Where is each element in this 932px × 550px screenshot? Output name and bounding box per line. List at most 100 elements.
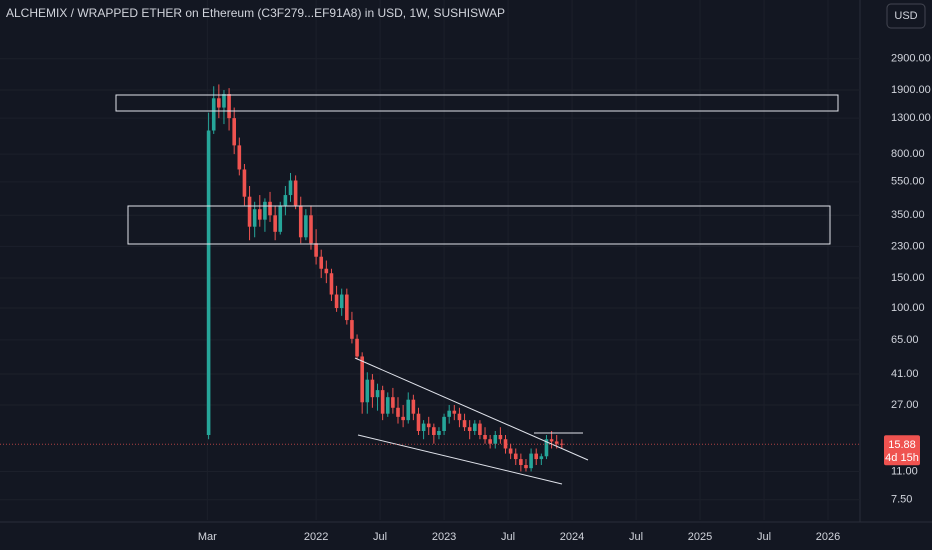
- candle: [304, 209, 308, 241]
- candle-body: [524, 465, 528, 469]
- candle: [549, 430, 554, 449]
- candle: [345, 288, 349, 325]
- candle-body: [211, 98, 216, 131]
- x-tick-label: 2024: [560, 531, 584, 543]
- candle: [324, 260, 329, 284]
- y-tick-label: 7.50: [891, 494, 912, 506]
- x-tick-label: 2025: [688, 531, 712, 543]
- candle-body: [534, 453, 539, 460]
- candle-body: [493, 434, 498, 444]
- candle: [293, 175, 298, 210]
- candle-body: [426, 423, 431, 428]
- x-tick-label: 2023: [432, 531, 456, 543]
- candle-body: [365, 379, 370, 403]
- candle: [472, 420, 477, 435]
- currency-label[interactable]: USD: [894, 10, 917, 22]
- countdown-label: 4d 15h: [885, 452, 919, 464]
- candle-body: [247, 196, 252, 227]
- candle-body: [385, 397, 390, 414]
- candle-body: [252, 209, 257, 227]
- candle: [447, 404, 451, 424]
- candle: [483, 427, 487, 444]
- trend-line: [357, 434, 563, 485]
- y-tick-label: 550.00: [891, 176, 925, 188]
- candle: [529, 448, 533, 472]
- currency-button[interactable]: [886, 3, 926, 29]
- candle: [360, 352, 364, 414]
- candle: [375, 383, 380, 411]
- candle: [273, 205, 277, 241]
- x-tick-label: Jul: [757, 531, 771, 543]
- candle: [237, 137, 242, 176]
- candle: [350, 311, 354, 344]
- candle: [268, 191, 272, 222]
- last-price-label: 15.88: [888, 439, 916, 451]
- candle: [298, 196, 303, 244]
- candle: [319, 249, 324, 279]
- chart-title: ALCHEMIX / WRAPPED ETHER on Ethereum (C3…: [6, 6, 505, 20]
- candle: [242, 163, 247, 206]
- candle-body: [396, 407, 400, 417]
- candle-body: [442, 416, 446, 431]
- candle: [452, 404, 457, 421]
- candle: [416, 407, 421, 435]
- candle: [442, 413, 446, 435]
- candle: [283, 185, 288, 216]
- zone-rectangle: [115, 94, 839, 112]
- candle: [247, 185, 252, 241]
- candle: [217, 84, 221, 119]
- y-tick-label: 65.00: [891, 334, 919, 346]
- candle: [437, 427, 441, 440]
- candle-body: [324, 268, 329, 274]
- candle: [309, 205, 313, 250]
- candle-body: [355, 338, 359, 357]
- candle: [355, 334, 359, 360]
- candle-body: [411, 399, 416, 414]
- candle: [478, 420, 482, 440]
- candle-body: [478, 423, 482, 435]
- candle-body: [457, 413, 462, 421]
- candle-body: [293, 180, 298, 206]
- x-tick-label: Jul: [629, 531, 643, 543]
- last-price-box: [884, 435, 920, 466]
- y-tick-label: 230.00: [891, 240, 925, 252]
- candle-body: [273, 215, 277, 232]
- candle: [385, 392, 390, 417]
- candle-body: [437, 430, 441, 435]
- candle-body: [452, 410, 457, 414]
- candle-body: [257, 209, 262, 220]
- candle-body: [283, 195, 288, 206]
- candle-body: [519, 459, 523, 466]
- candle-body: [447, 410, 451, 417]
- candle-body: [263, 201, 267, 220]
- candle: [365, 372, 370, 414]
- candle: [401, 404, 405, 428]
- candle-body: [227, 94, 231, 119]
- candle: [380, 385, 385, 421]
- candle-body: [288, 180, 293, 196]
- candle-body: [416, 413, 421, 431]
- candle-body: [268, 201, 272, 216]
- candle: [257, 195, 262, 227]
- candle-body: [380, 390, 385, 414]
- y-tick-label: 350.00: [891, 209, 925, 221]
- candle-body: [350, 320, 354, 339]
- x-tick-label: Jul: [373, 531, 387, 543]
- candle: [508, 443, 513, 460]
- candle: [534, 448, 539, 466]
- candle: [206, 112, 211, 440]
- candle: [411, 394, 416, 421]
- candle-body: [421, 423, 426, 431]
- candle-body: [345, 294, 349, 321]
- candle: [329, 268, 334, 301]
- candle-body: [242, 169, 247, 197]
- candle: [211, 86, 216, 134]
- candle-body: [549, 439, 554, 442]
- candle-body: [314, 243, 318, 257]
- y-tick-label: 41.00: [891, 368, 919, 380]
- candle-body: [508, 448, 513, 454]
- x-tick-label: Jul: [501, 531, 515, 543]
- candle-body: [304, 215, 308, 238]
- candle: [314, 229, 318, 265]
